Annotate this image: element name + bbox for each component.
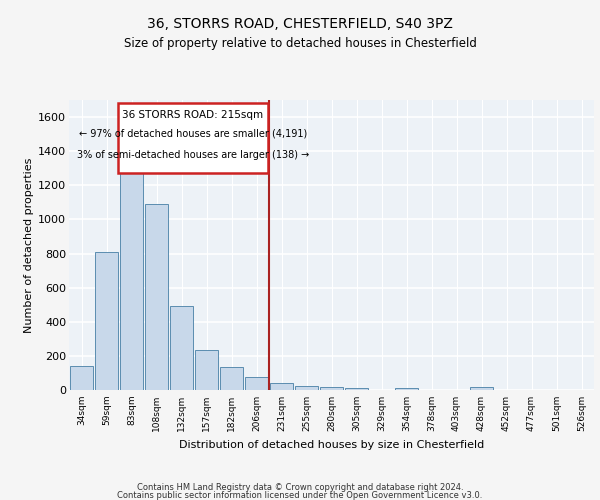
Bar — [395, 388, 418, 390]
Bar — [145, 204, 168, 390]
Bar — [120, 168, 143, 390]
Y-axis label: Number of detached properties: Number of detached properties — [24, 158, 34, 332]
Bar — [95, 252, 118, 390]
Text: Contains public sector information licensed under the Open Government Licence v3: Contains public sector information licen… — [118, 491, 482, 500]
Text: Contains HM Land Registry data © Crown copyright and database right 2024.: Contains HM Land Registry data © Crown c… — [137, 484, 463, 492]
Bar — [245, 377, 268, 390]
Bar — [70, 366, 93, 390]
Bar — [195, 350, 218, 390]
Bar — [170, 306, 193, 390]
Bar — [470, 388, 493, 390]
Bar — [320, 388, 343, 390]
Text: 36, STORRS ROAD, CHESTERFIELD, S40 3PZ: 36, STORRS ROAD, CHESTERFIELD, S40 3PZ — [147, 18, 453, 32]
Bar — [118, 104, 268, 174]
Text: ← 97% of detached houses are smaller (4,191): ← 97% of detached houses are smaller (4,… — [79, 128, 307, 138]
X-axis label: Distribution of detached houses by size in Chesterfield: Distribution of detached houses by size … — [179, 440, 484, 450]
Text: 3% of semi-detached houses are larger (138) →: 3% of semi-detached houses are larger (1… — [77, 150, 309, 160]
Bar — [295, 386, 318, 390]
Bar — [345, 388, 368, 390]
Bar — [220, 367, 243, 390]
Text: 36 STORRS ROAD: 215sqm: 36 STORRS ROAD: 215sqm — [122, 110, 263, 120]
Bar — [270, 383, 293, 390]
Text: Size of property relative to detached houses in Chesterfield: Size of property relative to detached ho… — [124, 38, 476, 51]
